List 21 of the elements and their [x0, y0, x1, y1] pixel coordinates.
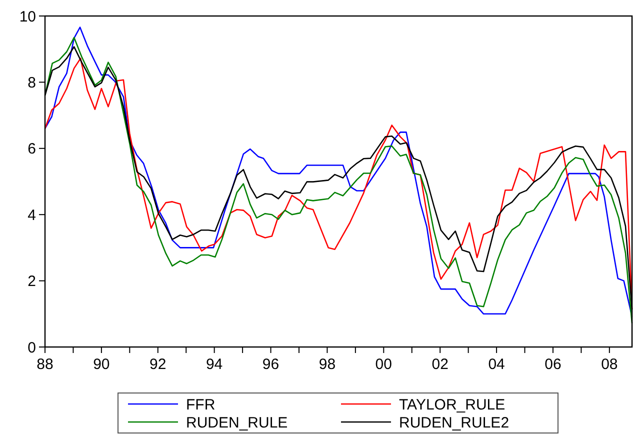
- x-tick-label: 92: [150, 356, 166, 373]
- y-tick-label: 2: [28, 273, 36, 290]
- x-tick-label: 08: [601, 356, 618, 373]
- x-tick-label: 04: [488, 356, 505, 373]
- x-tick-label: 90: [93, 356, 110, 373]
- y-tick-label: 6: [28, 140, 36, 158]
- x-tick-label: 00: [375, 356, 392, 373]
- y-tick-label: 4: [28, 206, 36, 224]
- x-tick-label: 96: [262, 356, 280, 373]
- x-tick-label: 88: [36, 356, 54, 373]
- x-tick-label: 94: [206, 356, 223, 373]
- y-tick-label: 10: [19, 8, 36, 26]
- x-tick-label: 98: [318, 356, 336, 373]
- y-tick-label: 8: [28, 74, 36, 92]
- y-tick-label: 0: [28, 339, 36, 356]
- legend-label: FFR: [186, 396, 216, 414]
- x-tick-label: 06: [544, 356, 562, 373]
- legend-label: RUDEN_RULE2: [399, 414, 510, 432]
- legend-label: RUDEN_RULE: [186, 414, 288, 432]
- legend-label: TAYLOR_RULE: [399, 396, 506, 414]
- x-tick-label: 02: [432, 356, 448, 373]
